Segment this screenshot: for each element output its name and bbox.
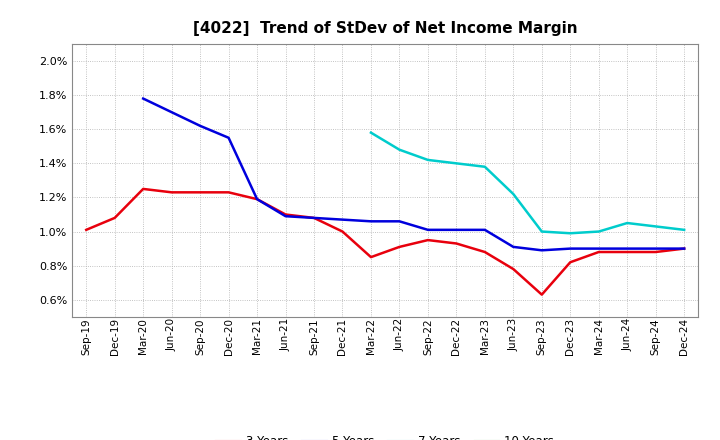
7 Years [537, 229, 546, 234]
5 Years [282, 213, 290, 219]
7 Years [595, 229, 603, 234]
3 Years [282, 212, 290, 217]
5 Years [395, 219, 404, 224]
3 Years [537, 292, 546, 297]
5 Years [509, 244, 518, 249]
7 Years [395, 147, 404, 152]
3 Years [196, 190, 204, 195]
7 Years [480, 164, 489, 169]
3 Years [652, 249, 660, 255]
Line: 7 Years: 7 Years [371, 132, 684, 233]
7 Years [652, 224, 660, 229]
3 Years [395, 244, 404, 249]
3 Years [225, 190, 233, 195]
3 Years [566, 260, 575, 265]
5 Years [652, 246, 660, 251]
5 Years [623, 246, 631, 251]
5 Years [366, 219, 375, 224]
5 Years [566, 246, 575, 251]
3 Years [139, 186, 148, 191]
3 Years [452, 241, 461, 246]
5 Years [167, 110, 176, 115]
7 Years [366, 130, 375, 135]
5 Years [225, 135, 233, 140]
3 Years [310, 215, 318, 220]
5 Years [139, 96, 148, 101]
3 Years [338, 229, 347, 234]
5 Years [253, 197, 261, 202]
5 Years [595, 246, 603, 251]
5 Years [480, 227, 489, 232]
5 Years [423, 227, 432, 232]
3 Years [595, 249, 603, 255]
Line: 5 Years: 5 Years [143, 99, 684, 250]
3 Years [110, 215, 119, 220]
5 Years [452, 227, 461, 232]
5 Years [338, 217, 347, 222]
3 Years [423, 238, 432, 243]
3 Years [680, 246, 688, 251]
7 Years [566, 231, 575, 236]
3 Years [480, 249, 489, 255]
7 Years [509, 191, 518, 197]
Line: 3 Years: 3 Years [86, 189, 684, 295]
7 Years [680, 227, 688, 232]
7 Years [423, 157, 432, 162]
3 Years [366, 254, 375, 260]
3 Years [253, 197, 261, 202]
3 Years [82, 227, 91, 232]
7 Years [623, 220, 631, 226]
5 Years [196, 123, 204, 128]
3 Years [509, 267, 518, 272]
5 Years [680, 246, 688, 251]
5 Years [310, 215, 318, 220]
Legend: 3 Years, 5 Years, 7 Years, 10 Years: 3 Years, 5 Years, 7 Years, 10 Years [212, 430, 559, 440]
5 Years [537, 248, 546, 253]
Title: [4022]  Trend of StDev of Net Income Margin: [4022] Trend of StDev of Net Income Marg… [193, 21, 577, 36]
3 Years [167, 190, 176, 195]
3 Years [623, 249, 631, 255]
7 Years [452, 161, 461, 166]
